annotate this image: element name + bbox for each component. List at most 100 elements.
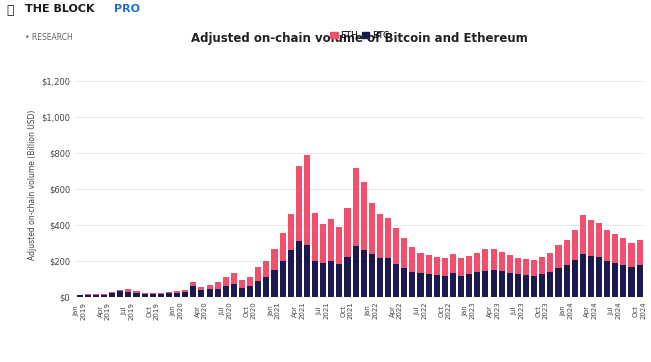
Bar [93, 294, 99, 295]
Bar [101, 295, 107, 297]
Bar [271, 249, 277, 270]
Bar [93, 295, 99, 297]
Bar [482, 271, 488, 297]
Bar [596, 257, 602, 297]
Bar [223, 286, 229, 297]
Bar [628, 243, 635, 267]
Bar [158, 294, 164, 297]
Bar [458, 258, 464, 275]
Bar [499, 272, 505, 297]
Bar [450, 274, 456, 297]
Bar [604, 261, 610, 297]
Bar [199, 287, 204, 290]
Bar [547, 272, 553, 297]
Bar [361, 250, 367, 297]
Bar [369, 254, 375, 297]
Bar [328, 261, 335, 297]
Bar [182, 292, 188, 297]
Bar [304, 245, 310, 297]
Bar [109, 292, 115, 293]
Bar [117, 291, 123, 297]
Bar [369, 203, 375, 254]
Bar [506, 273, 513, 297]
Bar [490, 249, 497, 270]
Bar [133, 293, 139, 297]
Bar [539, 257, 546, 274]
Y-axis label: Adjusted on-chain volume (Billion USD): Adjusted on-chain volume (Billion USD) [28, 109, 37, 260]
Bar [628, 267, 635, 297]
Bar [637, 240, 643, 265]
Bar [434, 257, 440, 275]
Bar [466, 274, 472, 297]
Bar [320, 263, 326, 297]
Bar [328, 219, 335, 261]
Bar [434, 275, 440, 297]
Bar [288, 250, 294, 297]
Bar [117, 290, 123, 291]
Bar [580, 215, 586, 254]
Bar [190, 282, 197, 286]
Bar [490, 270, 497, 297]
Bar [572, 260, 577, 297]
Bar [231, 284, 237, 297]
Bar [588, 256, 594, 297]
Bar [547, 253, 553, 272]
Bar [385, 218, 391, 258]
Bar [612, 263, 618, 297]
Bar [109, 293, 115, 297]
Bar [572, 230, 577, 260]
Bar [377, 214, 383, 258]
Bar [85, 295, 91, 297]
Bar [482, 249, 488, 271]
Bar [239, 280, 245, 288]
Bar [475, 253, 480, 272]
Bar [182, 290, 188, 292]
Bar [150, 293, 156, 294]
Legend: ETH, BTC: ETH, BTC [327, 28, 393, 44]
Bar [442, 258, 448, 275]
Bar [564, 240, 570, 265]
Bar [166, 292, 172, 293]
Bar [174, 291, 180, 293]
Bar [279, 261, 286, 297]
Bar [158, 292, 164, 294]
Bar [150, 294, 156, 297]
Bar [206, 289, 213, 297]
Bar [523, 259, 529, 275]
Bar [377, 258, 383, 297]
Bar [620, 238, 626, 265]
Bar [401, 238, 408, 268]
Bar [85, 294, 91, 295]
Bar [296, 166, 302, 241]
Bar [555, 268, 562, 297]
Bar [296, 241, 302, 297]
Bar [531, 260, 537, 275]
Bar [588, 220, 594, 256]
Bar [288, 214, 294, 250]
Bar [612, 234, 618, 263]
Bar [531, 275, 537, 297]
Bar [255, 281, 261, 297]
Bar [417, 253, 424, 274]
Bar [580, 254, 586, 297]
Bar [215, 289, 221, 297]
Bar [190, 286, 197, 297]
Bar [101, 294, 107, 295]
Bar [247, 277, 253, 286]
Bar [312, 261, 318, 297]
Bar [385, 258, 391, 297]
Bar [263, 277, 270, 297]
Bar [320, 224, 326, 263]
Text: • RESEARCH: • RESEARCH [25, 33, 72, 42]
Bar [166, 293, 172, 297]
Bar [409, 248, 415, 272]
Bar [401, 268, 408, 297]
Bar [417, 274, 424, 297]
Bar [133, 291, 139, 293]
Bar [620, 265, 626, 297]
Title: Adjusted on-chain volume of Bitcoin and Ethereum: Adjusted on-chain volume of Bitcoin and … [191, 32, 528, 45]
Bar [539, 274, 546, 297]
Bar [442, 275, 448, 297]
Bar [393, 264, 399, 297]
Bar [344, 208, 350, 257]
